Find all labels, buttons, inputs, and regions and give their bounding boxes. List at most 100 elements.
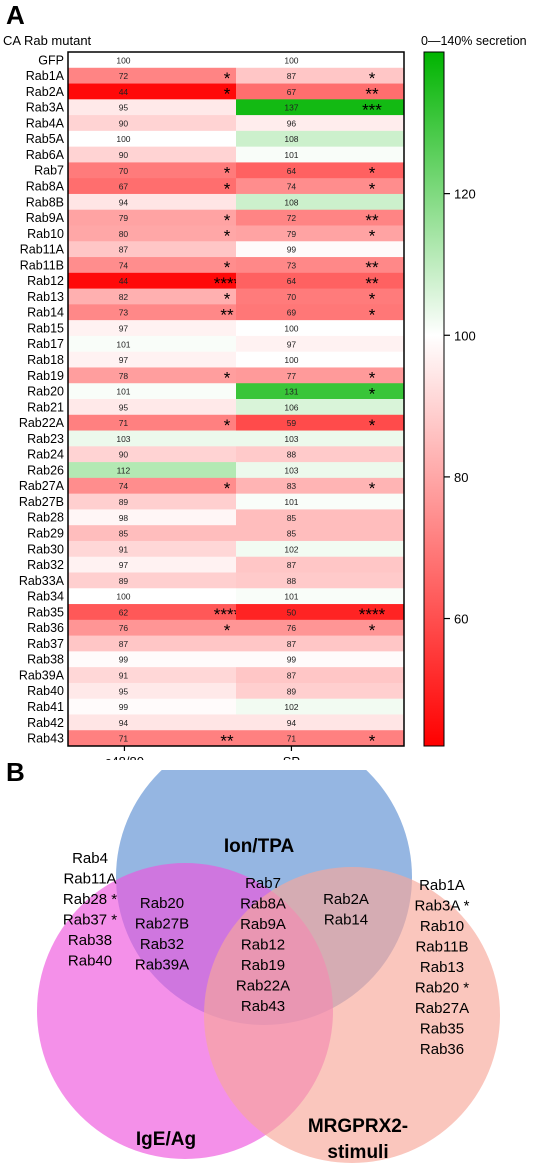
heatmap-cell [236, 178, 404, 195]
row-label: Rab40 [27, 684, 64, 698]
significance-stars: * [224, 227, 231, 246]
venn-item-left-top: Rab32 [140, 936, 184, 953]
heatmap-cell [236, 525, 404, 542]
significance-stars: * [369, 69, 376, 88]
cell-value: 137 [284, 103, 298, 113]
heatmap-cell [68, 446, 236, 463]
venn-item-all-three: Rab12 [241, 937, 285, 954]
heatmap-cell [68, 540, 236, 558]
row-label: Rab8A [26, 179, 65, 193]
panel-b-letter: B [6, 757, 25, 787]
venn-item-right-only: Rab35 [420, 1021, 464, 1038]
heatmap-cell [68, 682, 236, 700]
heatmap-frame [67, 51, 405, 747]
heatmap-cell [236, 588, 404, 605]
heatmap-cell [236, 556, 404, 573]
significance-stars: * [369, 479, 376, 498]
heatmap-cell [236, 193, 404, 211]
row-label: Rab14 [27, 306, 64, 320]
heatmap-cell [68, 698, 236, 715]
heatmap-cell [236, 115, 404, 132]
venn-label-mrgprx2-line2: stimuli [327, 1142, 388, 1163]
venn-item-left-only: Rab28 * [63, 891, 117, 908]
cell-value: 101 [116, 339, 130, 349]
significance-stars: ** [220, 731, 234, 750]
significance-stars: ** [365, 211, 379, 230]
row-label: Rab35 [27, 605, 64, 619]
row-label: Rab1A [26, 69, 65, 83]
heatmap-cell [236, 667, 404, 684]
row-label: Rab11A [20, 243, 65, 257]
significance-stars: * [224, 69, 231, 88]
cell-value: 83 [287, 481, 297, 491]
significance-stars: * [369, 731, 376, 750]
heatmap-cell [236, 509, 404, 526]
heatmap-cell [236, 225, 404, 242]
cell-value: 100 [116, 592, 130, 602]
heatmap-cell [68, 225, 236, 242]
venn-item-right-only: Rab36 [420, 1041, 464, 1058]
cell-value: 87 [287, 670, 297, 680]
venn-item-left-top: Rab27B [135, 916, 189, 933]
heatmap-cell [68, 509, 236, 526]
y-axis-title: CA Rab mutant [3, 33, 92, 48]
row-label: Rab30 [27, 542, 64, 556]
heatmap-cell [236, 730, 404, 747]
colorbar-tick-label: 100 [454, 328, 476, 343]
row-label: Rab8B [26, 195, 64, 209]
cell-value: 69 [287, 308, 297, 318]
cell-value: 85 [119, 529, 129, 539]
heatmap-cell [236, 52, 404, 69]
cell-value: 89 [119, 576, 129, 586]
heatmap-cell [68, 619, 236, 636]
heatmap-cell [236, 257, 404, 274]
significance-stars: * [369, 621, 376, 640]
cell-value: 102 [284, 544, 298, 554]
cell-value: 94 [119, 718, 129, 728]
cell-value: 85 [287, 529, 297, 539]
cell-value: 70 [287, 292, 297, 302]
cell-value: 131 [284, 387, 298, 397]
venn-item-all-three: Rab8A [240, 896, 286, 913]
cell-value: 74 [287, 182, 297, 192]
cell-value: 99 [287, 245, 297, 255]
cell-value: 101 [284, 592, 298, 602]
cell-value: 90 [119, 150, 129, 160]
venn-item-right-only: Rab20 * [415, 980, 469, 997]
row-label: Rab17 [27, 337, 64, 351]
heatmap-cell [68, 130, 236, 148]
significance-stars: * [369, 305, 376, 324]
significance-stars: * [369, 416, 376, 435]
row-label: Rab11B [20, 258, 64, 272]
cell-value: 87 [287, 639, 297, 649]
cell-value: 87 [287, 71, 297, 81]
venn-item-left-only: Rab37 * [63, 912, 117, 929]
heatmap-cell [236, 99, 404, 116]
cell-value: 101 [116, 387, 130, 397]
heatmap-cell [68, 257, 236, 274]
row-label: Rab3A [26, 101, 65, 115]
significance-stars: **** [214, 605, 241, 624]
cell-value: 106 [284, 402, 298, 412]
heatmap-cell [236, 414, 404, 431]
heatmap-cell [68, 146, 236, 163]
venn-item-left-only: Rab4 [72, 850, 108, 867]
heatmap-cell [236, 288, 404, 305]
cell-value: 50 [287, 607, 297, 617]
significance-stars: ** [365, 85, 379, 104]
heatmap-cell [68, 209, 236, 226]
heatmap-cell [68, 304, 236, 321]
heatmap-chart: CA Rab mutant 0—140% secretion 100 100 72 *… [3, 33, 527, 760]
row-label: Rab32 [27, 558, 64, 572]
cell-value: 95 [119, 103, 129, 113]
heatmap-cell [68, 193, 236, 211]
significance-stars: ** [220, 305, 234, 324]
heatmap-cell [236, 540, 404, 558]
venn-item-right-only: Rab10 [420, 918, 464, 935]
heatmap-cell [68, 414, 236, 431]
cell-value: 100 [116, 55, 130, 65]
cell-value: 94 [287, 718, 297, 728]
row-label: Rab43 [27, 732, 64, 746]
heatmap-cell [236, 714, 404, 731]
heatmap-cell [236, 619, 404, 636]
